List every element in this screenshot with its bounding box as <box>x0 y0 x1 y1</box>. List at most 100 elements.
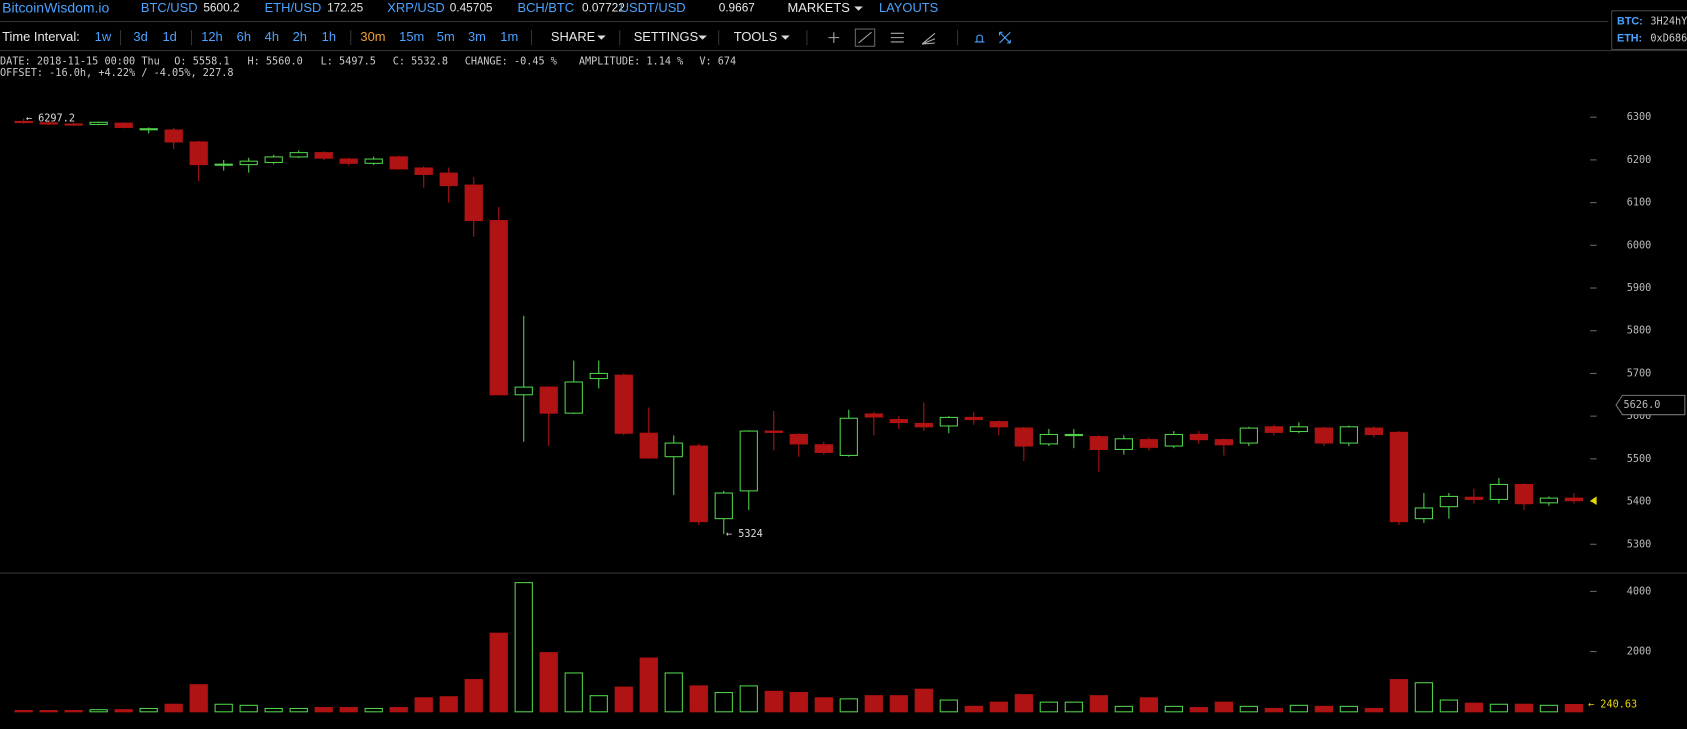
toolbar-menu[interactable]: SHARE <box>551 29 596 44</box>
interval[interactable]: 12h <box>201 29 223 44</box>
interval[interactable]: 1d <box>162 29 176 44</box>
interval[interactable]: 3m <box>468 29 486 44</box>
menu[interactable]: MARKETS <box>788 0 850 15</box>
volume-bar <box>464 679 483 713</box>
intervals: 1w 3d 1d 12h 6h 4h 2h 1h 30m 15m 5m 3m 1m <box>95 29 720 46</box>
candle-body <box>789 433 808 445</box>
volume-bar <box>964 705 983 713</box>
address: 3H24hY <box>1650 17 1687 28</box>
info-field: AMPLITUDE: 1.14 % <box>579 56 683 67</box>
volume-bar <box>414 697 433 713</box>
interval[interactable]: 3d <box>133 29 147 44</box>
tool-icons[interactable] <box>806 28 1011 47</box>
candle-body <box>414 167 433 175</box>
volume-bar <box>1114 705 1133 713</box>
candle-body <box>1164 433 1183 447</box>
price-chart: 5300 5400 5500 5600 5700 5800 5900 6000 6100 6200… <box>14 112 1686 550</box>
logo[interactable]: BitcoinWisdom.io <box>2 0 109 15</box>
info-field: C: 5532.8 <box>393 56 448 67</box>
y-tick-label: 5500 <box>1627 454 1652 465</box>
candle-body <box>1039 433 1058 445</box>
candle-body <box>989 421 1008 428</box>
candle-body <box>114 122 133 128</box>
info-field: CHANGE: -0.45 % <box>465 56 557 67</box>
candle-body <box>239 160 258 166</box>
y-tick-label: 2000 <box>1627 647 1652 658</box>
candle-body <box>1364 427 1384 436</box>
interval[interactable]: 4h <box>265 29 279 44</box>
y-tick-label: 6300 <box>1627 112 1652 123</box>
candle-body <box>1339 426 1359 444</box>
ticker-pair[interactable]: XRP/USD <box>387 0 444 15</box>
volume-bar <box>939 699 958 713</box>
y-tick-label: 5600 <box>1627 411 1652 422</box>
caret <box>698 35 707 40</box>
interval[interactable]: 30m <box>360 29 385 44</box>
volume-bar <box>514 582 533 713</box>
volume-bar <box>389 707 408 713</box>
volume-bar <box>739 685 758 713</box>
interval[interactable]: 15m <box>399 29 424 44</box>
toolbar-label: Time Interval: <box>2 29 80 44</box>
candle-body <box>264 156 283 163</box>
volume-bar <box>139 707 158 713</box>
candle-body <box>39 122 58 125</box>
volume-bar <box>1539 704 1559 713</box>
candle-body <box>939 416 958 427</box>
candle-body <box>714 492 733 520</box>
volume-bar <box>1089 695 1108 713</box>
candle-body <box>664 442 683 458</box>
volume-bar <box>114 709 133 713</box>
y-tick-label: 5800 <box>1627 326 1652 337</box>
ticker-pair[interactable]: BCH/BTC <box>518 0 575 15</box>
volume-bar <box>89 709 108 713</box>
candle-body <box>1489 483 1509 500</box>
candle-body <box>1214 439 1233 446</box>
donate-box <box>1611 10 1687 50</box>
volume-bar <box>564 672 583 713</box>
y-tick-label: 4000 <box>1627 586 1652 597</box>
menu[interactable]: LAYOUTS <box>879 0 938 15</box>
caret <box>781 35 790 40</box>
candle-body <box>589 372 608 380</box>
toolbar-menu[interactable]: TOOLS <box>734 29 777 44</box>
y-tick-label: 6200 <box>1627 155 1652 166</box>
volume-bar <box>1064 701 1083 713</box>
coin: ETH: <box>1617 33 1642 45</box>
volume-bar <box>364 707 383 713</box>
candle-body <box>514 386 533 396</box>
price-marker-label: 5626.0 <box>1624 400 1661 411</box>
candle-body <box>1314 427 1334 444</box>
interval[interactable]: 1h <box>322 29 336 44</box>
toolbar-menu[interactable]: SETTINGS <box>634 29 698 44</box>
y-tick-label: 5700 <box>1627 368 1652 379</box>
candle-body <box>1264 426 1284 433</box>
interval[interactable]: 1m <box>500 29 518 44</box>
candle-body <box>439 172 458 187</box>
volume-bar <box>14 710 33 713</box>
volume-bar <box>1314 705 1334 713</box>
candle-body <box>389 156 408 170</box>
ticker-pair[interactable]: BTC/USD <box>141 0 198 15</box>
volume-bar <box>39 710 58 713</box>
volume-bar <box>489 632 508 713</box>
interval[interactable]: 6h <box>237 29 251 44</box>
volume-bar <box>589 695 608 713</box>
candle-body <box>1064 433 1083 437</box>
ticker-price: 0.45705 <box>450 1 493 15</box>
candle-body <box>864 413 883 418</box>
interval[interactable]: 2h <box>293 29 307 44</box>
ticker-pair[interactable]: USDT/USD <box>620 0 686 15</box>
candle-body <box>339 158 358 164</box>
interval[interactable]: 1w <box>95 29 112 44</box>
candle-body <box>364 158 383 164</box>
ticker-pair[interactable]: ETH/USD <box>265 0 322 15</box>
interval[interactable]: 5m <box>437 29 455 44</box>
info-field: H: 5560.0 <box>247 56 302 67</box>
volume-bar <box>639 657 658 713</box>
volume-bar <box>1039 701 1058 713</box>
volume-bar <box>439 696 458 713</box>
candle-body <box>889 419 908 424</box>
ticker-price: 0.9667 <box>719 1 755 15</box>
candle-body <box>914 422 933 428</box>
